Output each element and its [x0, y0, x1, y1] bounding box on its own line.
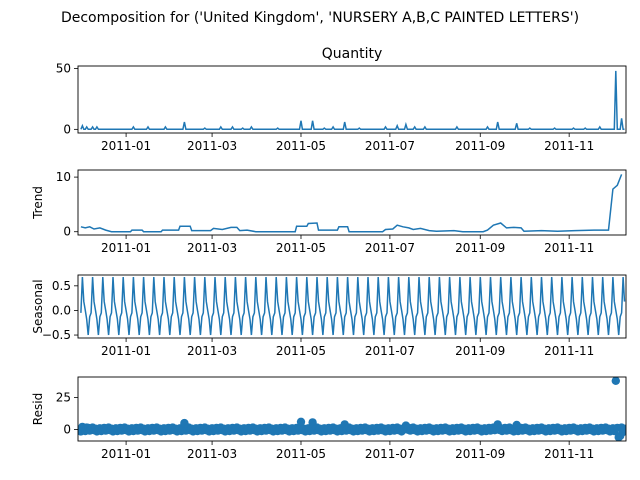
panel-trend: 0 10 2011-01 2011-03 2011-05 2011-07 2011-09 20… [31, 169, 627, 255]
x-tick-label: 2011-11 [544, 447, 594, 461]
data-group [80, 70, 625, 131]
axes-frame [77, 169, 627, 236]
panel-title: Quantity [322, 46, 383, 62]
x-tick-label: 2011-05 [276, 447, 326, 461]
quantity-series-line [80, 70, 625, 131]
data-group [80, 276, 626, 336]
seasonal-series-line [80, 276, 626, 336]
x-tick-label: 2011-11 [544, 139, 594, 153]
resid-point [620, 424, 626, 433]
x-tick-label: 2011-01 [101, 241, 151, 255]
axes-frame [77, 376, 627, 442]
y-tick-label: 0 [63, 225, 71, 239]
x-tick-label: 2011-05 [276, 139, 326, 153]
x-tick-label: 2011-11 [544, 241, 594, 255]
trend-series-line [80, 174, 623, 233]
x-tick-label: 2011-03 [187, 447, 237, 461]
y-tick-label: 0.0 [52, 303, 71, 317]
y-tick-label: 0.5 [52, 279, 71, 293]
y-tick-label: −0.5 [42, 328, 71, 342]
panel-seasonal: −0.5 0.0 0.5 2011-01 2011-03 2011-05 2011-07 20… [31, 274, 627, 358]
data-group [78, 377, 626, 441]
x-tick-label: 2011-03 [187, 241, 237, 255]
resid-point [296, 417, 306, 426]
x-tick-label: 2011-11 [544, 344, 594, 358]
x-tick-label: 2011-05 [276, 241, 326, 255]
axes-frame [77, 274, 627, 339]
x-tick-label: 2011-09 [455, 447, 505, 461]
x-tick-label: 2011-07 [365, 241, 415, 255]
x-tick-label: 2011-09 [455, 241, 505, 255]
x-tick-label: 2011-01 [101, 447, 151, 461]
y-tick-label: 50 [56, 61, 71, 75]
y-tick-label: 10 [56, 170, 71, 184]
x-tick-label: 2011-09 [455, 139, 505, 153]
x-tick-label: 2011-09 [455, 344, 505, 358]
y-tick-label: 0 [63, 122, 71, 136]
data-group [80, 174, 623, 233]
x-tick-label: 2011-03 [187, 344, 237, 358]
y-tick-label: 0 [63, 422, 71, 436]
x-tick-label: 2011-07 [365, 447, 415, 461]
x-tick-label: 2011-01 [101, 344, 151, 358]
y-axis-label: Trend [31, 186, 45, 220]
y-axis-label: Resid [31, 393, 45, 425]
axes-frame [77, 65, 627, 134]
x-tick-label: 2011-07 [365, 344, 415, 358]
x-tick-label: 2011-01 [101, 139, 151, 153]
figure-suptitle: Decomposition for ('United Kingdom', 'NU… [61, 10, 579, 26]
panel-quantity: 0 50 2011-01 2011-03 2011-05 2011-07 2011-09 20… [56, 46, 627, 153]
x-tick-label: 2011-03 [187, 139, 237, 153]
y-tick-label: 25 [56, 390, 71, 404]
x-tick-label: 2011-05 [276, 344, 326, 358]
y-axis-label: Seasonal [31, 279, 45, 333]
resid-point [611, 377, 620, 385]
panel-resid: 0 25 2011-01 2011-03 2011-05 2011-07 2011-09 20… [31, 376, 627, 461]
x-tick-label: 2011-07 [365, 139, 415, 153]
